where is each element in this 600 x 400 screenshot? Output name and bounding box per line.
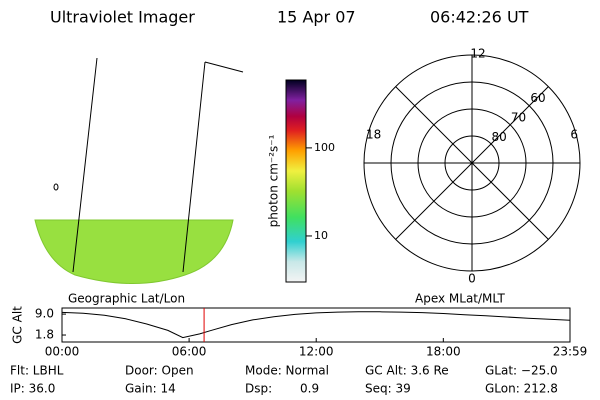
colorbar — [285, 79, 307, 283]
lat-label: 60 — [530, 91, 545, 105]
mlt-label: 6 — [570, 128, 578, 142]
colorbar-label: photon cm⁻²s⁻¹ — [267, 134, 281, 227]
mlt-label: 0 — [468, 272, 476, 286]
info-field: Door: Open — [125, 364, 194, 378]
mlt-label: 18 — [366, 128, 381, 142]
x-tick-label: 06:00 — [172, 345, 207, 359]
info-field: GLon: 212.8 — [485, 382, 558, 396]
x-tick-label: 23:59 — [553, 345, 588, 359]
uv-image — [34, 219, 234, 284]
lat-ring — [444, 135, 500, 191]
geo-grid — [72, 57, 244, 273]
title: Ultraviolet Imager — [50, 8, 195, 27]
lat-ring — [417, 108, 527, 218]
info-field: Dsp: — [245, 382, 272, 396]
lat-label: 80 — [491, 130, 506, 144]
time: 06:42:26 UT — [430, 8, 529, 27]
colorbar-tick-label: 100 — [314, 141, 335, 154]
date: 15 Apr 07 — [277, 8, 356, 27]
orbit-curve — [61, 311, 571, 339]
info-field: IP: 36.0 — [10, 382, 55, 396]
colorbar-tick-label: 10 — [314, 229, 328, 242]
info-field: GLat: −25.0 — [485, 364, 558, 378]
info-field: GC Alt: 3.6 Re — [365, 364, 449, 378]
x-tick-label: 18:00 — [426, 345, 461, 359]
x-tick-label: 12:00 — [299, 345, 334, 359]
mlt-label: 12 — [470, 47, 485, 61]
info-field: Flt: LBHL — [10, 364, 64, 378]
polar-spoke — [395, 86, 549, 240]
lat-ring — [390, 81, 554, 245]
polar-label: Apex MLat/MLT — [415, 292, 505, 306]
lat-label: 70 — [511, 111, 526, 125]
x-tick-label: 00:00 — [45, 345, 80, 359]
orbit-ylabel: GC Alt — [11, 306, 25, 344]
y-tick-label: 1.8 — [35, 328, 54, 342]
y-tick-label: 9.0 — [35, 307, 54, 321]
info-field: Gain: 14 — [125, 382, 176, 396]
info-field: Mode: Normal — [245, 364, 329, 378]
geo-grid — [53, 183, 59, 191]
map-label: Geographic Lat/Lon — [68, 292, 185, 306]
info-field: Seq: 39 — [365, 382, 411, 396]
info-field: 0.9 — [300, 382, 319, 396]
